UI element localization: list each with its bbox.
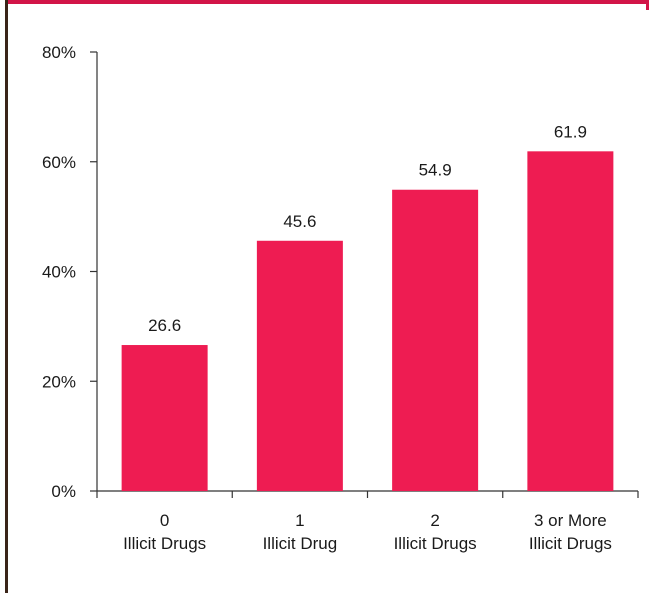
x-category-label: Illicit Drugs [394,534,477,553]
y-tick-label: 0% [51,482,76,501]
x-category-label: Illicit Drugs [123,534,206,553]
y-tick-label: 60% [42,153,76,172]
y-tick-label: 80% [42,43,76,62]
x-category-label: 0 [160,511,169,530]
x-category-label: Illicit Drug [263,534,338,553]
bar [527,151,614,492]
x-category-label: Illicit Drugs [529,534,612,553]
x-category-label: 1 [295,511,304,530]
y-tick-label: 20% [42,372,76,391]
bar-value-label: 45.6 [283,212,316,231]
x-category-label: 2 [430,511,439,530]
bar [121,345,208,491]
right-frame-line [646,0,649,10]
bar-value-label: 26.6 [148,316,181,335]
y-axis: 0% 20% 40% 60% 80% [42,43,98,501]
bar [256,240,343,491]
top-frame-line [5,0,649,4]
left-border-line [5,0,8,593]
bar-value-label: 54.9 [419,161,452,180]
bar [392,189,479,491]
bar-value-label: 61.9 [554,122,587,141]
y-tick-label: 40% [42,263,76,282]
x-axis: 0 Illicit Drugs 1 Illicit Drug 2 Illicit Drug… [96,490,639,553]
bars: 26.6 45.6 54.9 61.9 [121,122,614,492]
x-category-label: 3 or More [534,511,607,530]
